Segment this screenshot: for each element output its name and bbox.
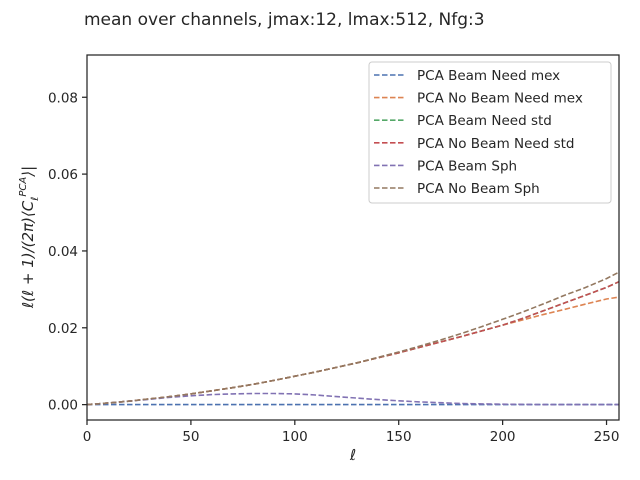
legend-label: PCA Beam Need std — [417, 113, 552, 129]
series-line-2 — [86, 296, 620, 406]
legend: PCA Beam Need mex PCA No Beam Need mex PCA… — [368, 61, 612, 204]
x-tick-label: 50 — [182, 429, 199, 445]
y-tick-label: 0.06 — [48, 167, 78, 183]
legend-label: PCA Beam Sph — [417, 158, 517, 174]
svg-text:ℓ(ℓ + 1)/(2π)⟨CℓPCA⟩|: ℓ(ℓ + 1)/(2π)⟨CℓPCA⟩| — [18, 166, 41, 309]
legend-label: PCA No Beam Sph — [417, 181, 540, 197]
x-tick-label: 200 — [490, 429, 516, 445]
y-tick-label: 0.08 — [48, 90, 78, 106]
y-tick-label: 0.00 — [48, 398, 78, 414]
series-line-4 — [86, 280, 620, 406]
x-tick-label: 250 — [594, 429, 620, 445]
legend-label: PCA Beam Need mex — [417, 68, 560, 84]
plot-frame — [86, 54, 620, 421]
series-line-5 — [86, 392, 619, 406]
chart-title: mean over channels, jmax:12, lmax:512, N… — [84, 10, 485, 30]
ticks-layer: 0 50 100 150 200 250 0.00 0.02 0.04 0.06 0.08 — [48, 90, 619, 445]
legend-box — [368, 61, 612, 204]
legend-label: PCA No Beam Need mex — [417, 91, 583, 107]
y-tick-label: 0.04 — [48, 244, 78, 260]
y-axis-label: ℓ(ℓ + 1)/(2π)⟨CℓPCA⟩| — [18, 166, 41, 309]
x-axis-label: ℓ — [349, 446, 356, 464]
legend-label: PCA No Beam Need std — [417, 136, 575, 152]
y-tick-label: 0.02 — [48, 321, 78, 337]
series-layer — [86, 271, 620, 406]
x-tick-label: 150 — [386, 429, 412, 445]
series-line-3 — [86, 280, 620, 406]
x-tick-label: 100 — [282, 429, 308, 445]
x-tick-label: 0 — [83, 429, 92, 445]
series-line-6 — [86, 271, 620, 406]
